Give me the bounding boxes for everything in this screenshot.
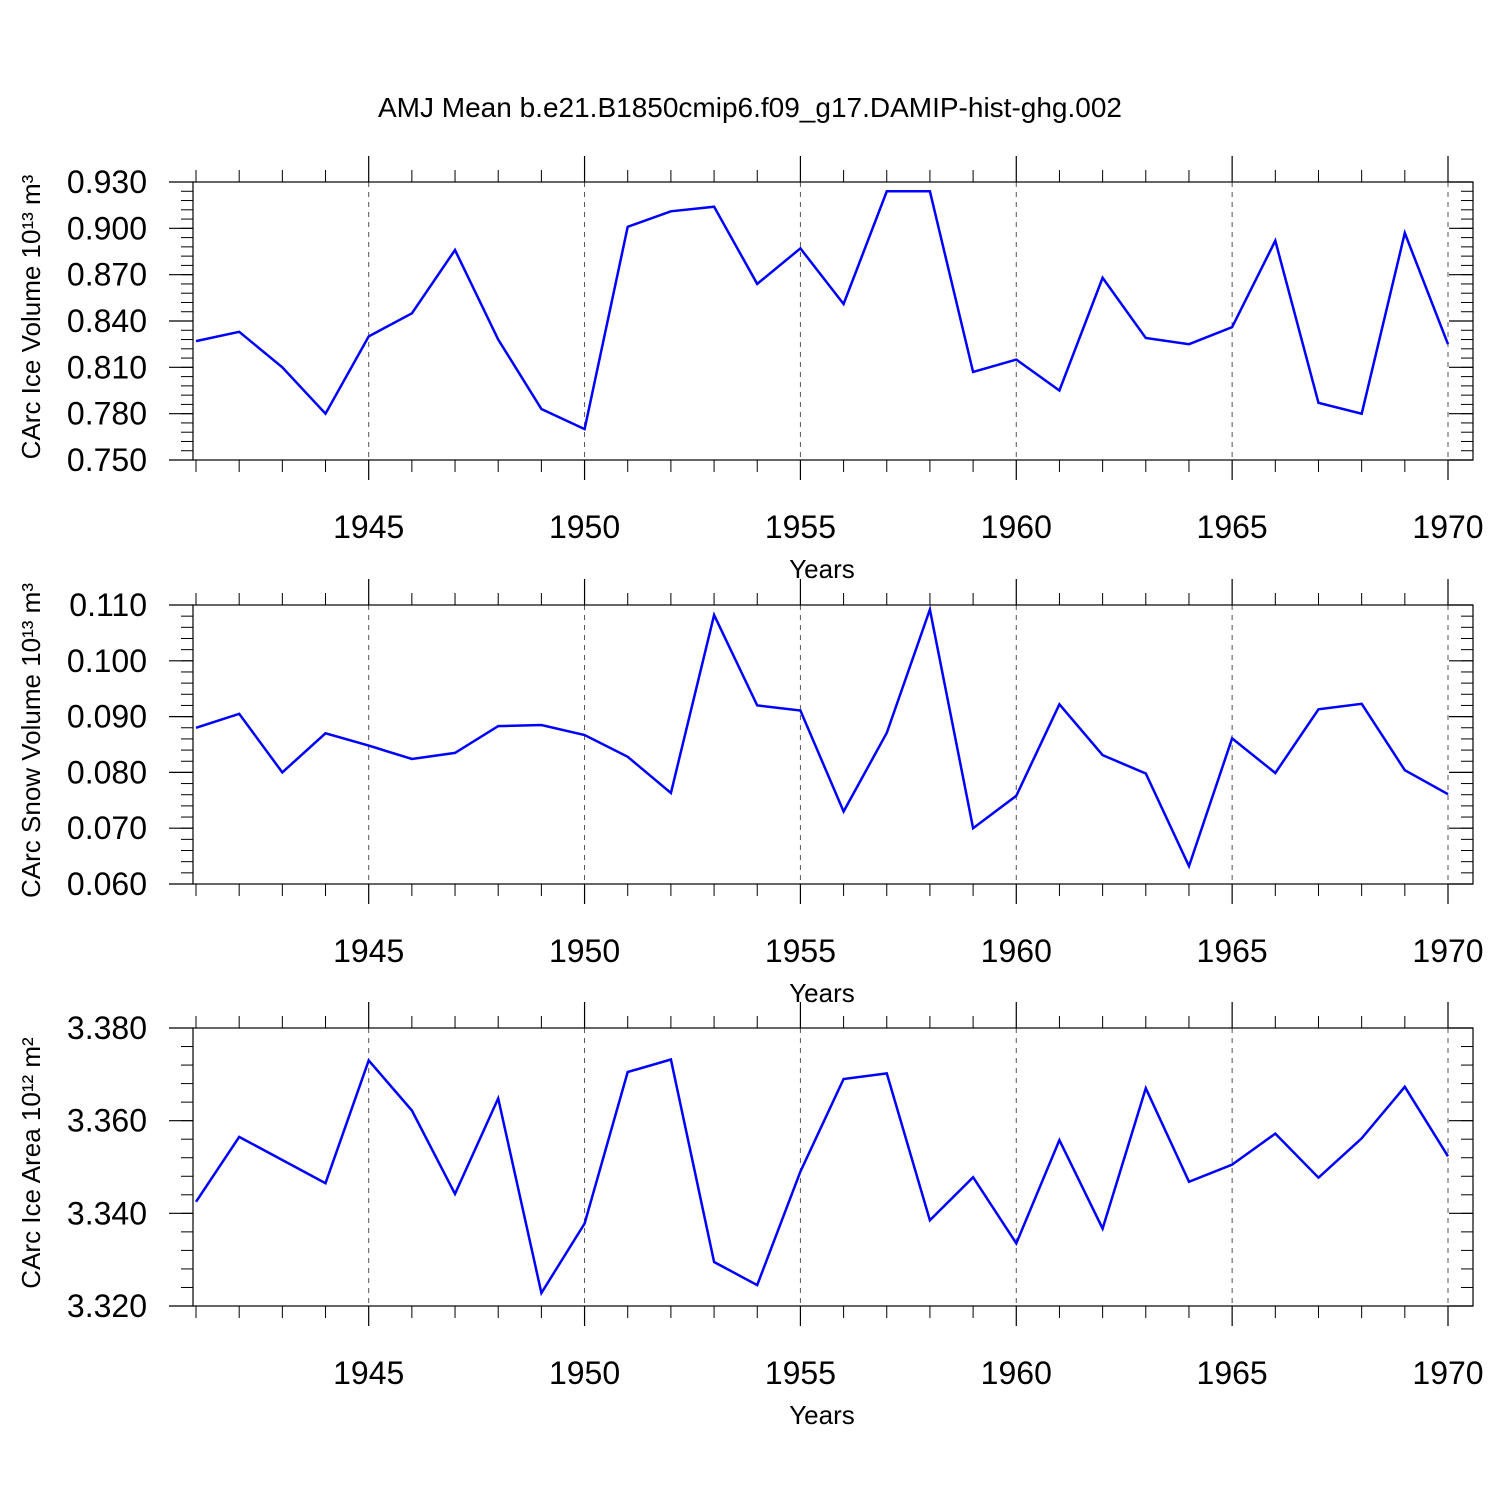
y-tick-label: 3.320: [67, 1288, 147, 1324]
x-tick-label: 1955: [765, 1355, 836, 1391]
x-axis-label: Years: [789, 554, 855, 584]
x-tick-label: 1955: [765, 509, 836, 545]
y-tick-label: 3.380: [67, 1010, 147, 1046]
x-tick-label: 1950: [549, 509, 620, 545]
x-tick-label: 1950: [549, 933, 620, 969]
y-tick-label: 0.780: [67, 396, 147, 432]
y-tick-label: 0.840: [67, 303, 147, 339]
plot-frame: [192, 604, 1474, 885]
series-line: [195, 190, 1450, 431]
x-tick-label: 1950: [549, 1355, 620, 1391]
x-tick-label: 1960: [981, 509, 1052, 545]
y-tick-label: 0.110: [69, 587, 147, 623]
x-tick-label: 1970: [1412, 1355, 1483, 1391]
x-tick-label: 1965: [1197, 509, 1268, 545]
y-tick-label: 0.810: [67, 349, 147, 385]
y-tick-label: 0.870: [67, 257, 147, 293]
x-tick-label: 1965: [1197, 1355, 1268, 1391]
series-line: [194, 1057, 1450, 1297]
y-tick-label: 3.360: [67, 1103, 147, 1139]
y-axis-label: CArc Ice Area 10¹² m²: [16, 1037, 46, 1289]
chart-panel-2: 0.060 0.070 0.080 0.090 0.100 0.110 1945 1950 19…: [16, 579, 1484, 1008]
y-tick-label: 0.900: [67, 210, 147, 246]
x-tick-label: 1965: [1197, 933, 1268, 969]
plot-frame: [192, 1027, 1474, 1307]
x-tick-label: 1960: [981, 1355, 1052, 1391]
x-tick-label: 1945: [333, 509, 404, 545]
y-tick-label: 0.090: [67, 699, 147, 735]
chart-panel-3: 3.320 3.340 3.360 3.380 1945 1950 1955 1960 1965…: [16, 1002, 1484, 1430]
x-tick-label: 1970: [1412, 933, 1483, 969]
y-tick-label: 0.100: [67, 643, 147, 679]
chart-panel-1: 0.750 0.780 0.810 0.840 0.870 0.900 0.930 1945 1…: [16, 156, 1484, 584]
y-tick-label: 0.060: [67, 866, 147, 902]
y-tick-label: 0.930: [67, 164, 147, 200]
x-tick-label: 1955: [765, 933, 836, 969]
plot-frame: [192, 181, 1474, 461]
y-axis-label: CArc Ice Volume 10¹³ m³: [16, 174, 46, 459]
x-axis-label: Years: [789, 978, 855, 1008]
series-line: [195, 604, 1449, 870]
x-tick-label: 1945: [333, 933, 404, 969]
x-tick-label: 1970: [1412, 509, 1483, 545]
y-axis-label: CArc Snow Volume 10¹³ m³: [16, 583, 46, 898]
x-axis-label: Years: [789, 1400, 855, 1430]
y-tick-label: 0.070: [67, 810, 147, 846]
y-tick-label: 0.080: [67, 754, 147, 790]
chart-title: AMJ Mean b.e21.B1850cmip6.f09_g17.DAMIP-…: [378, 92, 1122, 123]
y-tick-label: 3.340: [67, 1195, 147, 1231]
x-tick-label: 1960: [981, 933, 1052, 969]
y-tick-label: 0.750: [67, 442, 147, 478]
x-tick-label: 1945: [333, 1355, 404, 1391]
